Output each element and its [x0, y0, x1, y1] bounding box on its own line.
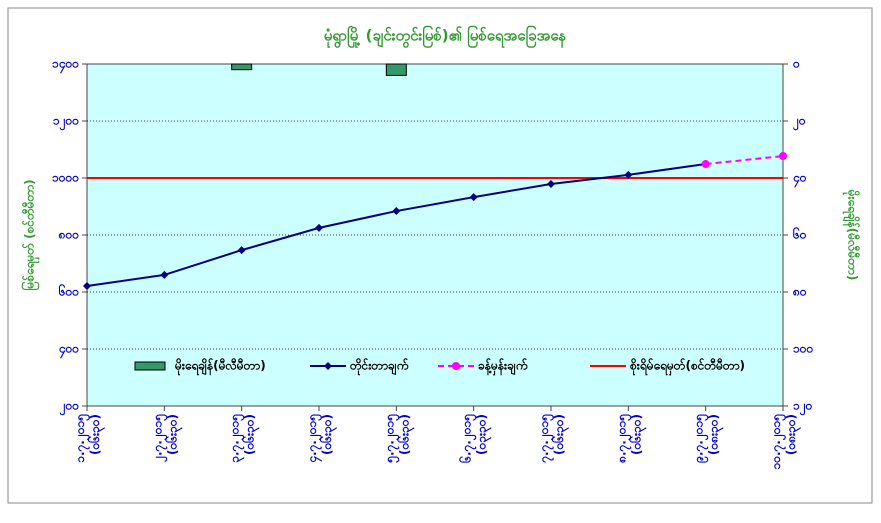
point — [701, 160, 710, 169]
y-tick-label: ၁၂၀၀ — [53, 114, 79, 132]
x-tick-label: ၉.၇.၂၀၁၅(၀၈း၃၀) — [691, 414, 724, 464]
legend-marker — [324, 362, 332, 370]
point — [237, 246, 246, 255]
legend-label: မိုးရေချိန်(မီလီမီတာ) — [174, 357, 266, 377]
y2-tick-label: ၂၀ — [792, 114, 806, 132]
x-tick-label: ၇.၇.၂၀၁၅(၀၆း၃၀) — [537, 414, 570, 464]
point — [160, 270, 169, 279]
x-tick-label: ၂.၇.၂၀၁၅(၀၆း၃၀) — [150, 414, 183, 463]
y2-tick-label: ၁၀၀ — [793, 342, 814, 356]
x-tick-label: ၆.၇.၂၀၁၅(၀၃း၃၀) — [457, 414, 492, 464]
point — [779, 152, 787, 161]
y-tick-label: ၄၀၀ — [58, 342, 80, 360]
rain-bar — [385, 63, 407, 76]
legend-label: ခန့်မှန်းချက် — [478, 357, 528, 377]
y-tick-label: ၂၀၀ — [59, 399, 80, 417]
y-tick-label: ၈၀၀ — [58, 228, 80, 242]
y2-tick-label: ၀ — [792, 57, 800, 71]
y2-axis-label: မိုးရေချိန်(မီလီမီတာ) — [842, 189, 862, 281]
point — [547, 179, 555, 188]
y-tick-label: ၁၄၀၀ — [52, 57, 79, 75]
x-tick-label: ၅.၇.၂၀၁၅(၀၆း၃၀) — [382, 414, 415, 464]
y-axis-label: မြစ်ရေမှတ် (စင်တီမီတာ) — [20, 179, 41, 290]
point — [392, 207, 401, 216]
x-tick-label: ၈.၇.၂၀၁၅(၀၆း၃၀) — [614, 414, 647, 464]
rain-bar — [231, 63, 253, 71]
y2-tick-label: ၆၀ — [792, 226, 807, 242]
legend-label: စိုးရိမ်ရေမှတ်(စင်တီမီတာ) — [629, 357, 745, 377]
series-line — [705, 155, 784, 166]
point — [315, 223, 323, 232]
y-tick-label: ၆၀၀ — [58, 283, 80, 299]
y2-tick-label: ၄၀ — [792, 171, 807, 189]
x-tick-label: ၁၀.၇.၂၀၁၅(၀၈း၃၀) — [769, 414, 802, 470]
legend-label: တိုင်းတာချက် — [349, 357, 409, 377]
x-tick-label: ၄.၇.၂၀၁၅(၀၆း၃၀) — [305, 414, 338, 464]
point — [624, 170, 633, 179]
y2-tick-label: ၁၂၀ — [793, 399, 813, 417]
legend-swatch — [134, 361, 166, 371]
point — [469, 193, 478, 202]
y2-tick-label: ၈၀ — [792, 285, 807, 299]
point — [83, 282, 91, 291]
x-tick-label: ၁.၇.၂၀၁၅(၀၆း၃၀) — [73, 414, 106, 463]
x-tick-label: ၃.၇.၂၀၁၅(၀၆း၃၀) — [227, 414, 260, 463]
legend-marker — [452, 362, 460, 370]
y-tick-label: ၁၀၀၀ — [52, 171, 79, 185]
